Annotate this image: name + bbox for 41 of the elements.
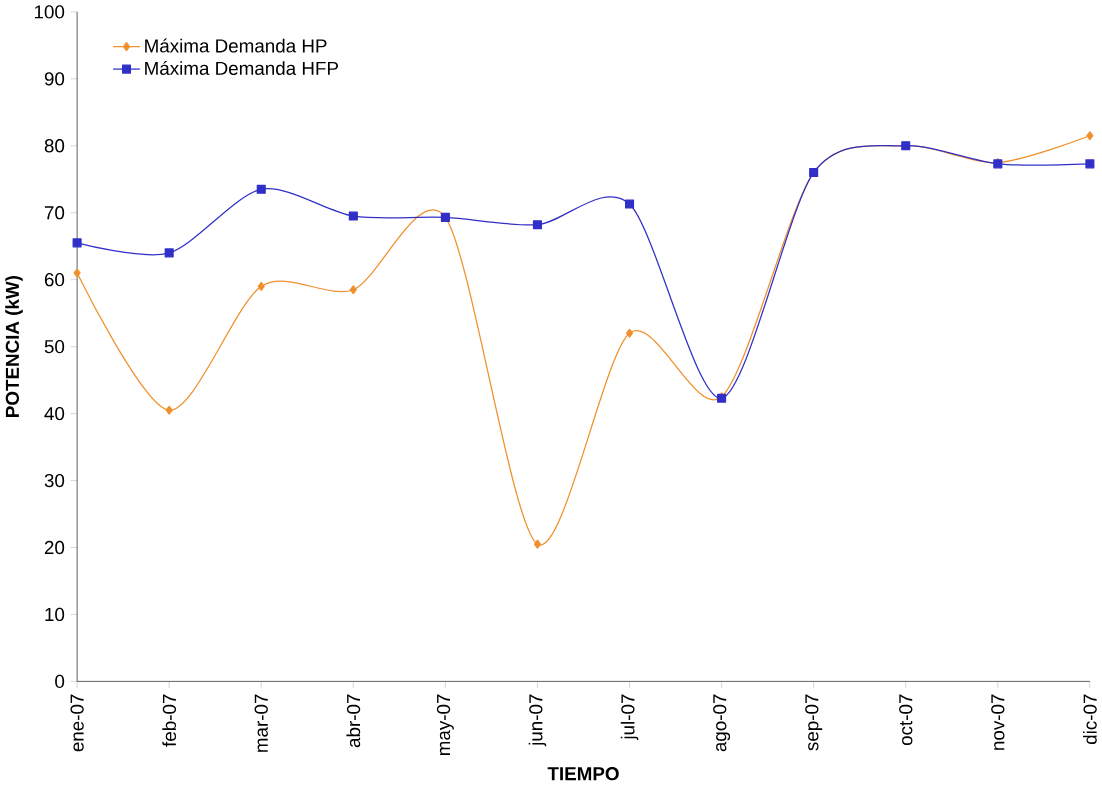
x-tick-label: oct-07 [899,694,913,746]
point [256,184,266,195]
y-tick-label: 70 [44,206,65,220]
legend-label: Máxima Demanda HFP [145,61,338,76]
x-tick-label: ago-07 [713,694,731,752]
x-axis-title: TIEMPO [547,767,619,781]
y-tick-label: 50 [44,340,65,354]
point [1085,159,1095,169]
x-tick-label: jun-07 [528,694,547,747]
y-tick-label: 30 [44,474,65,488]
point [1086,131,1094,141]
point [164,248,174,258]
x-tick-label: abr-07 [346,694,361,748]
point [624,199,635,209]
point [257,282,265,292]
y-tick-label: 90 [44,72,65,86]
point [72,238,82,248]
point [349,285,357,295]
y-axis-title: POTENCIA (kW) [5,276,23,418]
x-tick-label: jul-07 [620,694,639,741]
x-tick-label: feb-07 [162,694,177,747]
y-tick-label: 20 [44,541,65,555]
x-tick-label: sep-07 [805,694,823,751]
y-tick-label: 60 [44,273,65,287]
legend-label: Máxima Demanda HP [145,38,327,53]
x-tick-label: mar-07 [254,694,268,753]
point [348,211,358,221]
point [73,268,81,278]
x-tick-label: nov-07 [991,694,1005,751]
y-tick-label: 100 [34,5,65,19]
point [625,328,634,338]
point [165,405,173,415]
y-tick-label: 10 [45,607,65,622]
x-tick-label: may-07 [436,694,454,756]
point [533,539,542,549]
y-tick-label: 0 [55,674,65,689]
x-tick-label: ene-07 [70,694,84,752]
x-tick-label: dic-07 [1082,694,1097,745]
point [532,220,542,230]
y-tick-label: 80 [44,139,65,153]
y-tick-label: 40 [44,407,65,421]
